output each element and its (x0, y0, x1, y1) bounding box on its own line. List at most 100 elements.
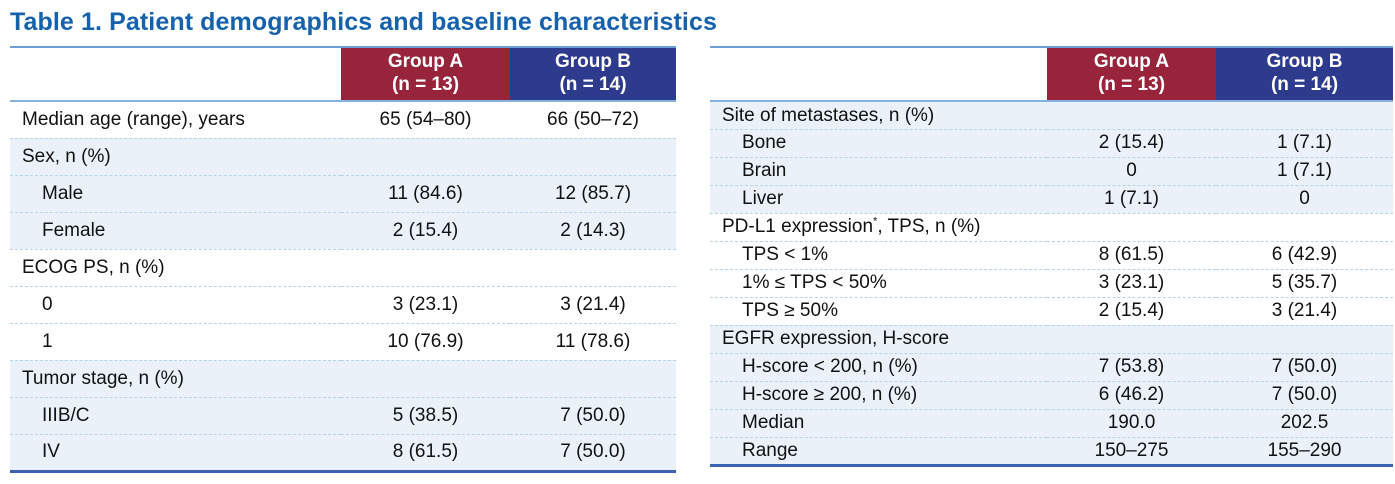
clinical-characteristics-table: Group A (n = 13) Group B (n = 14) Site of m… (710, 46, 1393, 467)
group-n: (n = 14) (1270, 74, 1339, 96)
value-group-a (341, 248, 510, 287)
value-group-b: 155–290 (1216, 436, 1393, 466)
row-label: 0 (10, 285, 341, 324)
row-label: PD-L1 expression*, TPS, n (%) (710, 212, 1047, 242)
value-group-b (1216, 324, 1393, 354)
row-label: 1 (10, 322, 341, 361)
value-group-a: 8 (61.5) (1047, 240, 1216, 270)
group-name: Group B (1266, 51, 1343, 72)
table-header: Group A (n = 13) Group B (n = 14) (10, 47, 676, 103)
row-label: Brain (710, 156, 1047, 186)
value-group-a: 7 (53.8) (1047, 352, 1216, 382)
value-group-b: 7 (50.0) (1216, 352, 1393, 382)
group-n: (n = 14) (559, 74, 627, 96)
group-a-header: Group A (n = 13) (1047, 47, 1216, 103)
table-row: Brain 0 1 (7.1) (710, 156, 1393, 186)
table-row: Female 2 (15.4) 2 (14.3) (10, 211, 676, 250)
value-group-b: 7 (50.0) (510, 433, 676, 472)
value-group-b: 5 (35.7) (1216, 268, 1393, 298)
header-row: Group A (n = 13) Group B (n = 14) (710, 47, 1393, 103)
row-label: Female (10, 211, 341, 250)
value-group-b: 11 (78.6) (510, 322, 676, 361)
row-label: Liver (710, 184, 1047, 214)
row-label: IV (10, 433, 341, 472)
value-group-b: 12 (85.7) (510, 174, 676, 213)
row-label: Median age (range), years (22, 109, 245, 131)
table-row: Sex, n (%) (10, 137, 676, 176)
table-row: H-score < 200, n (%) 7 (53.8) 7 (50.0) (710, 352, 1393, 382)
value-group-a (341, 137, 510, 176)
row-label: Tumor stage, n (%) (10, 359, 341, 398)
value-group-a (341, 359, 510, 398)
table-row: TPS ≥ 50% 2 (15.4) 3 (21.4) (710, 296, 1393, 326)
value-group-b: 202.5 (1216, 408, 1393, 438)
value-group-b: 1 (7.1) (1216, 156, 1393, 186)
header-label-spacer (10, 47, 341, 103)
value-group-b: 2 (14.3) (510, 211, 676, 250)
table-row: Liver 1 (7.1) 0 (710, 184, 1393, 214)
value-group-b: 7 (50.0) (510, 396, 676, 435)
group-n: (n = 13) (1097, 74, 1166, 96)
table-row: Site of metastases, n (%) (710, 101, 1393, 130)
value-group-a (1047, 101, 1216, 130)
value-group-a: 2 (15.4) (1047, 128, 1216, 158)
group-b-header: Group B (n = 14) (1216, 47, 1393, 103)
table-row: PD-L1 expression*, TPS, n (%) (710, 212, 1393, 242)
value-group-b (510, 248, 676, 287)
table-row: Tumor stage, n (%) (10, 359, 676, 398)
table-row: EGFR expression, H-score (710, 324, 1393, 354)
value-group-b (1216, 101, 1393, 130)
value-group-a: 2 (15.4) (341, 211, 510, 250)
value-group-a: 3 (23.1) (341, 285, 510, 324)
row-label: H-score < 200, n (%) (710, 352, 1047, 382)
row-label: ECOG PS, n (%) (10, 248, 341, 287)
table-row: 1 10 (76.9) 11 (78.6) (10, 322, 676, 361)
value-group-b (510, 137, 676, 176)
value-group-a: 10 (76.9) (341, 322, 510, 361)
value-group-a: 2 (15.4) (1047, 296, 1216, 326)
value-group-a: 150–275 (1047, 436, 1216, 466)
value-group-a: 190.0 (1047, 408, 1216, 438)
row-label: TPS ≥ 50% (710, 296, 1047, 326)
table-row: ECOG PS, n (%) (10, 248, 676, 287)
page-title: Table 1. Patient demographics and baseli… (10, 8, 717, 36)
group-b-header: Group B (n = 14) (510, 47, 676, 103)
value-group-a: 8 (61.5) (341, 433, 510, 472)
value-group-a (1047, 324, 1216, 354)
value-group-b: 6 (42.9) (1216, 240, 1393, 270)
row-label: Site of metastases, n (%) (710, 101, 1047, 130)
table-row: 1% ≤ TPS < 50% 3 (23.1) 5 (35.7) (710, 268, 1393, 298)
row-label: 1% ≤ TPS < 50% (710, 268, 1047, 298)
value-group-b: 66 (50–72) (547, 109, 639, 131)
row-label: Sex, n (%) (10, 137, 341, 176)
row-label: TPS < 1% (710, 240, 1047, 270)
value-group-a: 1 (7.1) (1047, 184, 1216, 214)
value-group-b: 3 (21.4) (510, 285, 676, 324)
row-label: IIIB/C (10, 396, 341, 435)
value-group-a: 11 (84.6) (341, 174, 510, 213)
value-group-a: 3 (23.1) (1047, 268, 1216, 298)
value-group-b: 0 (1216, 184, 1393, 214)
row-label: H-score ≥ 200, n (%) (710, 380, 1047, 410)
header-row: Group A (n = 13) Group B (n = 14) (10, 47, 676, 103)
table-row: Range 150–275 155–290 (710, 436, 1393, 466)
value-group-b (1216, 212, 1393, 242)
table-header: Group A (n = 13) Group B (n = 14) (710, 47, 1393, 103)
table-row: IV 8 (61.5) 7 (50.0) (10, 433, 676, 472)
group-name: Group B (555, 51, 631, 72)
value-group-b: 1 (7.1) (1216, 128, 1393, 158)
value-group-b (510, 359, 676, 398)
value-group-b: 3 (21.4) (1216, 296, 1393, 326)
table-row: TPS < 1% 8 (61.5) 6 (42.9) (710, 240, 1393, 270)
header-label-spacer (710, 47, 1047, 103)
table-row: Bone 2 (15.4) 1 (7.1) (710, 128, 1393, 158)
value-group-a: 65 (54–80) (379, 109, 472, 131)
group-name: Group A (387, 51, 464, 72)
row-label: Bone (710, 128, 1047, 158)
row-label: Median (710, 408, 1047, 438)
table-body: Median age (range), years 65 (54–80) 66 (5… (10, 101, 676, 472)
tables-container: Group A (n = 13) Group B (n = 14) Median ag… (10, 46, 1393, 473)
table-row: IIIB/C 5 (38.5) 7 (50.0) (10, 396, 676, 435)
row-label: Male (10, 174, 341, 213)
